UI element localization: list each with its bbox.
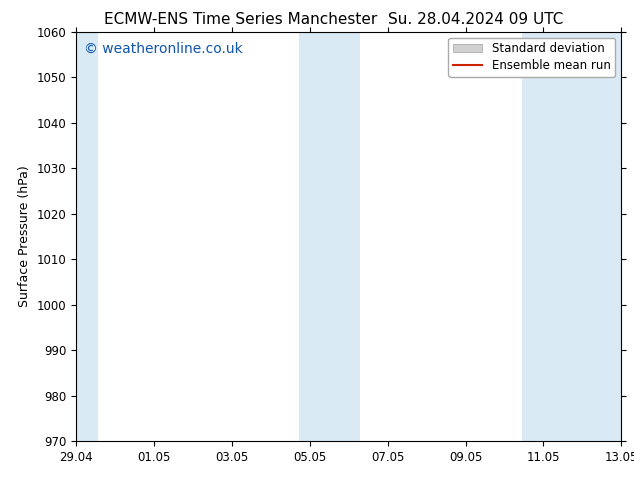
Bar	[522, 32, 623, 441]
Text: © weatheronline.co.uk: © weatheronline.co.uk	[84, 42, 243, 56]
Bar	[74, 32, 98, 441]
Y-axis label: Surface Pressure (hPa): Surface Pressure (hPa)	[18, 166, 31, 307]
Legend: Standard deviation, Ensemble mean run: Standard deviation, Ensemble mean run	[448, 38, 616, 77]
Text: Su. 28.04.2024 09 UTC: Su. 28.04.2024 09 UTC	[388, 12, 563, 27]
Text: ECMW-ENS Time Series Manchester: ECMW-ENS Time Series Manchester	[105, 12, 377, 27]
Bar	[299, 32, 359, 441]
